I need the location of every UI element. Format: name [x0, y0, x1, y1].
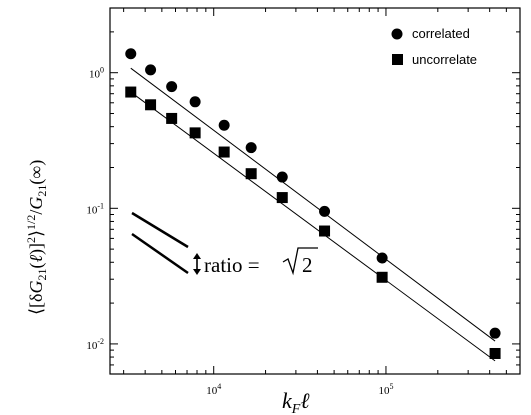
data-point-correlated	[125, 48, 137, 60]
ratio-annotation: ratio = 2	[131, 211, 318, 277]
ratio-reference-line-upper	[131, 211, 189, 249]
data-point-uncorrelate	[489, 347, 501, 359]
axis-ticks: 104 105 100 10-1 10-2	[86, 7, 521, 397]
data-point-uncorrelate	[245, 168, 257, 180]
plot-frame	[109, 7, 521, 375]
legend-label-uncorrelate: uncorrelate	[412, 52, 477, 67]
data-point-uncorrelate	[218, 146, 230, 158]
data-point-uncorrelate	[189, 127, 201, 139]
data-markers	[125, 48, 501, 359]
y-tick-label: 10-1	[86, 201, 104, 216]
sqrt-sign-icon	[282, 247, 318, 276]
ratio-label: ratio =	[204, 253, 265, 277]
double-arrow-icon	[193, 253, 201, 275]
data-point-correlated	[376, 252, 388, 264]
legend-label-correlated: correlated	[412, 26, 470, 41]
x-tick-label: 105	[378, 382, 393, 397]
y-axis-label: ⟨[δG21(ℓ)]2⟩1/2/G21(∞)	[24, 160, 49, 315]
legend-marker-uncorrelate	[392, 54, 403, 65]
data-point-uncorrelate	[319, 225, 331, 237]
fit-lines	[130, 67, 496, 362]
data-point-correlated	[145, 64, 157, 76]
ratio-reference-line-lower	[131, 232, 189, 275]
data-point-correlated	[245, 142, 257, 154]
x-tick-label: 104	[206, 382, 221, 397]
data-point-uncorrelate	[276, 192, 288, 204]
fit-line	[130, 67, 496, 342]
data-point-correlated	[189, 96, 201, 108]
ratio-sqrt-argument: 2	[302, 253, 313, 277]
y-tick-label: 100	[89, 66, 104, 81]
data-point-uncorrelate	[166, 112, 178, 124]
data-point-uncorrelate	[145, 99, 157, 111]
y-tick-label: 10-2	[86, 337, 104, 352]
data-point-correlated	[276, 171, 288, 183]
x-axis-label: kFℓ	[282, 388, 310, 415]
legend: correlated uncorrelate	[391, 26, 477, 67]
data-point-correlated	[218, 119, 230, 131]
data-point-uncorrelate	[125, 86, 137, 98]
data-point-uncorrelate	[376, 271, 388, 283]
data-point-correlated	[489, 327, 501, 339]
data-point-correlated	[166, 81, 178, 93]
fit-line	[130, 91, 496, 362]
legend-marker-correlated	[391, 28, 403, 40]
data-point-correlated	[319, 205, 331, 217]
